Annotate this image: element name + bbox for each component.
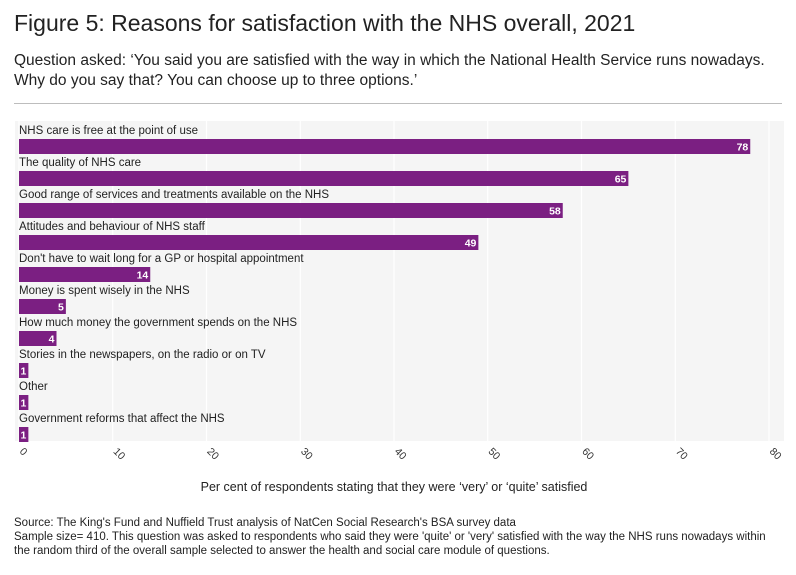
chart-title: Figure 5: Reasons for satisfaction with … xyxy=(14,10,636,36)
x-tick-label: 10 xyxy=(111,446,128,463)
data-label: 78 xyxy=(737,142,749,154)
category-label: NHS care is free at the point of use xyxy=(19,125,198,137)
title-divider xyxy=(14,103,782,104)
category-label: The quality of NHS care xyxy=(19,157,141,169)
bar-chart: NHS care is free at the point of use 78 Th… xyxy=(16,125,784,494)
footer: Source: The King's Fund and Nuffield Tru… xyxy=(14,516,784,558)
data-label: 1 xyxy=(21,430,27,442)
data-label: 14 xyxy=(137,270,149,282)
bars-group: NHS care is free at the point of use 78 Th… xyxy=(19,125,751,442)
category-label: Don't have to wait long for a GP or hosp… xyxy=(19,253,304,265)
bar xyxy=(19,235,479,250)
bar xyxy=(19,203,563,218)
category-label: Money is spent wisely in the NHS xyxy=(19,285,190,297)
x-tick-label: 40 xyxy=(392,446,409,463)
data-label: 58 xyxy=(549,206,561,218)
bar xyxy=(19,427,29,442)
bar xyxy=(19,171,629,186)
chart-subtitle: Question asked: ‘You said you are satisf… xyxy=(14,52,765,89)
category-label: Good range of services and treatments av… xyxy=(19,189,329,201)
x-tick-label: 0 xyxy=(17,446,30,459)
data-label: 1 xyxy=(21,366,27,378)
data-label: 5 xyxy=(58,302,64,314)
data-label: 49 xyxy=(465,238,477,250)
bar xyxy=(19,139,751,154)
category-label: Government reforms that affect the NHS xyxy=(19,413,225,425)
x-tick-label: 50 xyxy=(486,446,503,463)
x-tick-label: 80 xyxy=(767,446,784,463)
bar xyxy=(19,331,57,346)
source-note: Source: The King's Fund and Nuffield Tru… xyxy=(14,517,516,529)
bar xyxy=(19,395,29,410)
bar xyxy=(19,363,29,378)
data-label: 1 xyxy=(21,398,27,410)
x-axis-label: Per cent of respondents stating that the… xyxy=(201,480,588,494)
category-label: How much money the government spends on … xyxy=(19,317,297,329)
category-label: Stories in the newspapers, on the radio … xyxy=(19,349,266,361)
sample-note: Sample size= 410. This question was aske… xyxy=(14,531,766,557)
x-tick-label: 70 xyxy=(673,446,690,463)
x-tick-label: 30 xyxy=(298,446,315,463)
category-label: Other xyxy=(19,381,48,393)
data-label: 65 xyxy=(615,174,627,186)
data-label: 4 xyxy=(49,334,55,346)
bar xyxy=(19,267,151,282)
x-ticks-group: 0 10 20 30 40 50 60 70 80 xyxy=(17,446,784,463)
bar xyxy=(19,299,66,314)
x-tick-label: 20 xyxy=(204,446,221,463)
category-label: Attitudes and behaviour of NHS staff xyxy=(19,221,206,233)
x-tick-label: 60 xyxy=(579,446,596,463)
